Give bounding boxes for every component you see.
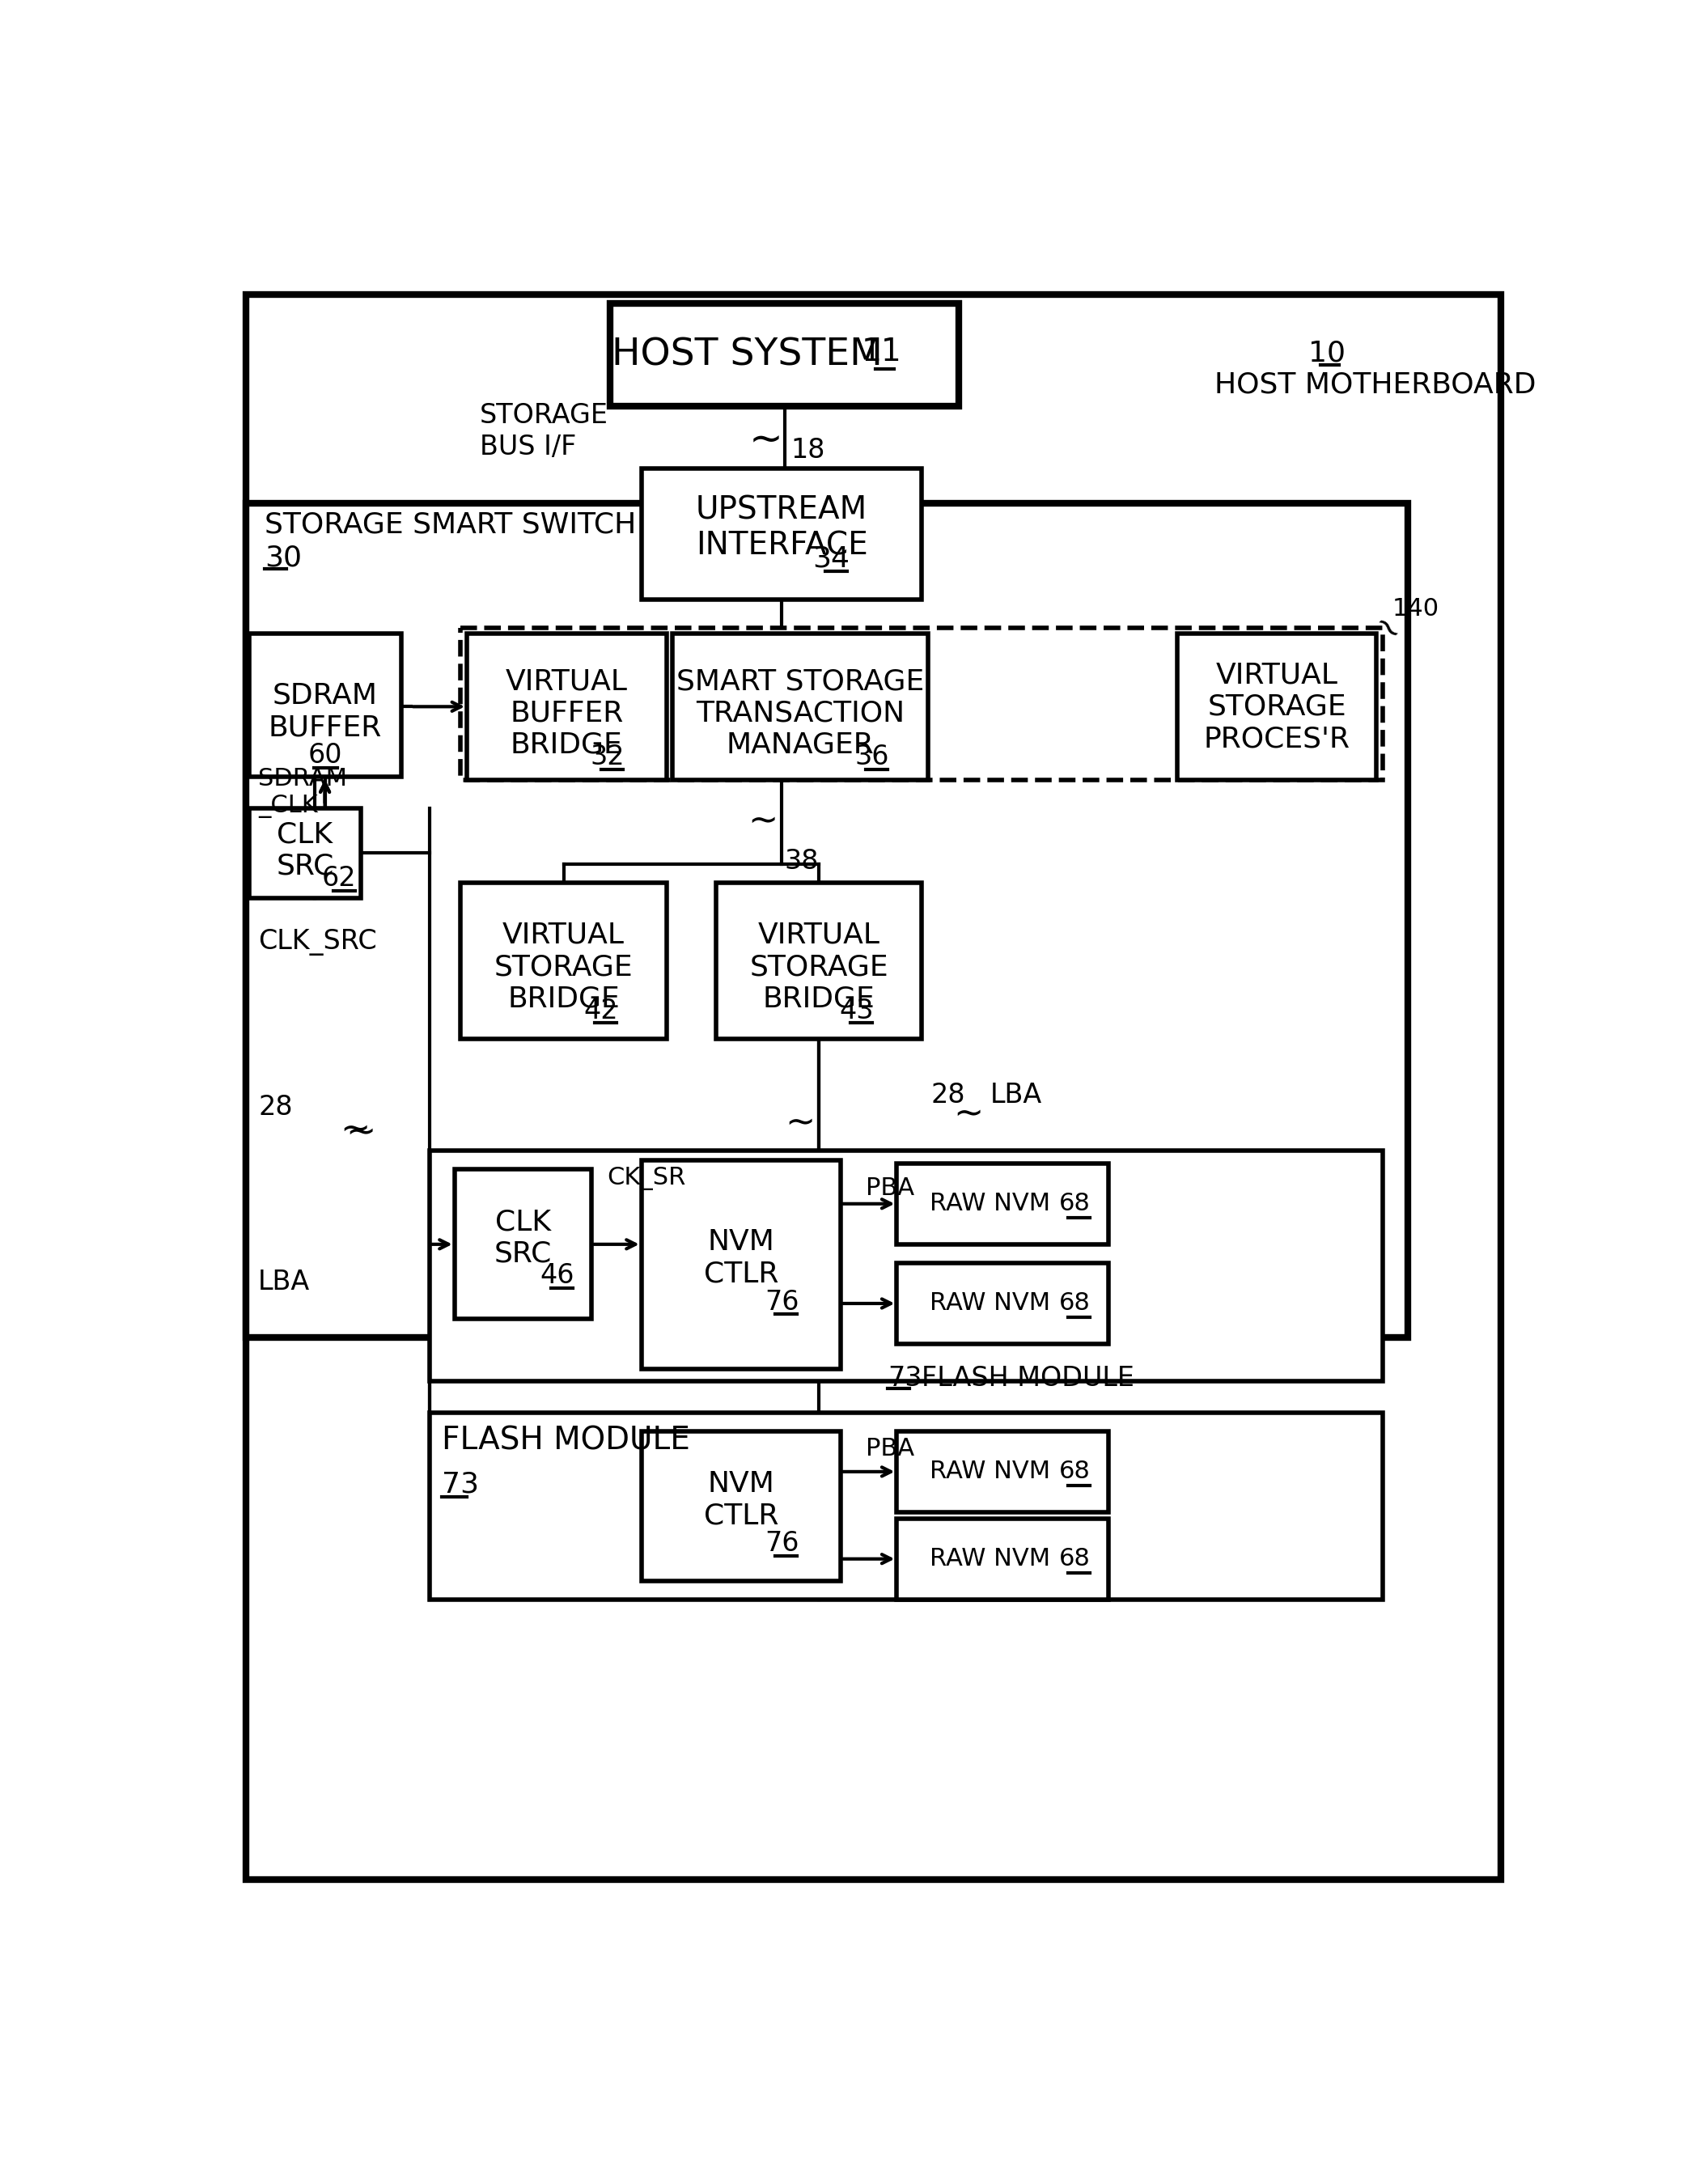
Text: 62: 62 bbox=[323, 864, 357, 892]
Text: 68: 68 bbox=[1059, 1547, 1090, 1570]
Text: NVM
CTLR: NVM CTLR bbox=[704, 1228, 779, 1289]
Text: SDRAM
_CLK: SDRAM _CLK bbox=[258, 767, 347, 819]
Text: 73: 73 bbox=[442, 1471, 480, 1499]
Text: 46: 46 bbox=[540, 1263, 574, 1289]
FancyBboxPatch shape bbox=[716, 884, 922, 1040]
Text: RAW NVM: RAW NVM bbox=[929, 1547, 1050, 1570]
Text: HOST SYSTEM: HOST SYSTEM bbox=[611, 336, 883, 373]
FancyBboxPatch shape bbox=[642, 1432, 840, 1581]
Text: VIRTUAL
STORAGE
BRIDGE: VIRTUAL STORAGE BRIDGE bbox=[494, 921, 634, 1014]
Text: VIRTUAL
STORAGE
BRIDGE: VIRTUAL STORAGE BRIDGE bbox=[750, 921, 888, 1014]
FancyBboxPatch shape bbox=[454, 1170, 591, 1319]
Text: LBA: LBA bbox=[991, 1081, 1042, 1109]
Text: 18: 18 bbox=[791, 438, 825, 464]
Text: 140: 140 bbox=[1392, 598, 1440, 619]
Text: 43: 43 bbox=[839, 996, 873, 1025]
Text: 10: 10 bbox=[1308, 340, 1346, 366]
FancyBboxPatch shape bbox=[897, 1263, 1108, 1343]
FancyBboxPatch shape bbox=[1177, 635, 1377, 780]
Text: STORAGE
BUS I/F: STORAGE BUS I/F bbox=[480, 403, 608, 459]
FancyBboxPatch shape bbox=[897, 1163, 1108, 1243]
Text: FLASH MODULE: FLASH MODULE bbox=[922, 1365, 1134, 1391]
Text: NVM
CTLR: NVM CTLR bbox=[704, 1471, 779, 1529]
FancyBboxPatch shape bbox=[430, 1150, 1383, 1382]
Text: ∼: ∼ bbox=[347, 1115, 376, 1150]
Text: 68: 68 bbox=[1059, 1460, 1090, 1484]
Text: VIRTUAL
BUFFER
BRIDGE: VIRTUAL BUFFER BRIDGE bbox=[506, 667, 629, 758]
Text: ∼: ∼ bbox=[1365, 609, 1407, 652]
Text: CLK
SRC: CLK SRC bbox=[277, 821, 333, 879]
Text: 42: 42 bbox=[584, 996, 618, 1025]
Text: HOST MOTHERBOARD: HOST MOTHERBOARD bbox=[1214, 370, 1535, 399]
Text: PBA: PBA bbox=[866, 1436, 914, 1460]
Text: 76: 76 bbox=[765, 1289, 799, 1315]
Text: PBA: PBA bbox=[866, 1176, 914, 1200]
FancyBboxPatch shape bbox=[642, 1161, 840, 1369]
FancyBboxPatch shape bbox=[897, 1518, 1108, 1599]
Text: 30: 30 bbox=[265, 544, 302, 572]
Text: 68: 68 bbox=[1059, 1191, 1090, 1215]
Text: 38: 38 bbox=[784, 847, 820, 875]
FancyBboxPatch shape bbox=[249, 808, 360, 899]
Text: ∼: ∼ bbox=[748, 804, 777, 838]
Text: 73: 73 bbox=[888, 1365, 922, 1391]
FancyBboxPatch shape bbox=[897, 1432, 1108, 1512]
Text: ∼: ∼ bbox=[750, 420, 782, 459]
FancyBboxPatch shape bbox=[466, 635, 666, 780]
FancyBboxPatch shape bbox=[673, 635, 927, 780]
Text: 32: 32 bbox=[589, 743, 625, 771]
Text: RAW NVM: RAW NVM bbox=[929, 1191, 1050, 1215]
Text: VIRTUAL
STORAGE
PROCES'R: VIRTUAL STORAGE PROCES'R bbox=[1204, 661, 1349, 752]
Text: SMART STORAGE
TRANSACTION
MANAGER: SMART STORAGE TRANSACTION MANAGER bbox=[676, 667, 924, 758]
Text: RAW NVM: RAW NVM bbox=[929, 1291, 1050, 1315]
FancyBboxPatch shape bbox=[461, 884, 666, 1040]
Text: 11: 11 bbox=[861, 336, 902, 368]
Text: ∼: ∼ bbox=[340, 1111, 371, 1146]
Text: 36: 36 bbox=[854, 743, 890, 771]
Text: 34: 34 bbox=[813, 546, 851, 572]
Text: UPSTREAM
INTERFACE: UPSTREAM INTERFACE bbox=[695, 494, 868, 561]
Text: CK_SR: CK_SR bbox=[606, 1167, 687, 1191]
Text: 60: 60 bbox=[307, 743, 342, 769]
Text: RAW NVM: RAW NVM bbox=[929, 1460, 1050, 1484]
FancyBboxPatch shape bbox=[642, 468, 922, 600]
Text: CLK
SRC: CLK SRC bbox=[494, 1209, 552, 1267]
Text: 28: 28 bbox=[258, 1094, 292, 1120]
Text: STORAGE SMART SWITCH: STORAGE SMART SWITCH bbox=[265, 511, 635, 539]
FancyBboxPatch shape bbox=[430, 1412, 1383, 1599]
Text: ∼: ∼ bbox=[786, 1105, 815, 1139]
FancyBboxPatch shape bbox=[246, 503, 1407, 1339]
Text: CLK_SRC: CLK_SRC bbox=[258, 929, 377, 955]
FancyBboxPatch shape bbox=[246, 295, 1501, 1880]
Text: SDRAM
BUFFER: SDRAM BUFFER bbox=[268, 682, 383, 741]
Text: ∼: ∼ bbox=[953, 1096, 984, 1131]
FancyBboxPatch shape bbox=[610, 303, 960, 407]
FancyBboxPatch shape bbox=[461, 628, 1383, 780]
Text: LBA: LBA bbox=[258, 1269, 311, 1295]
Text: 68: 68 bbox=[1059, 1291, 1090, 1315]
FancyBboxPatch shape bbox=[249, 635, 401, 778]
Text: 76: 76 bbox=[765, 1529, 799, 1557]
Text: 28: 28 bbox=[931, 1081, 965, 1109]
Text: FLASH MODULE: FLASH MODULE bbox=[442, 1425, 690, 1456]
